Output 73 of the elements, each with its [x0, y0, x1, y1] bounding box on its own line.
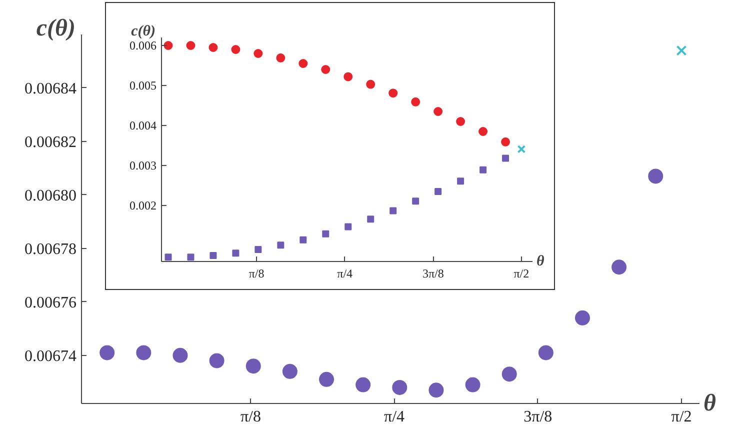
point — [648, 168, 664, 184]
point — [456, 117, 466, 126]
point — [276, 53, 286, 62]
point — [246, 358, 261, 374]
y-tick-label: 0.00682 — [24, 134, 76, 151]
point — [300, 236, 307, 244]
point — [502, 154, 510, 162]
y-tick-label: 0.004 — [130, 118, 156, 132]
x-tick-label: π/2 — [671, 408, 692, 426]
point — [465, 377, 480, 392]
y-tick-label: 0.002 — [130, 198, 156, 212]
point — [187, 254, 194, 261]
point — [321, 65, 330, 74]
point — [319, 372, 334, 387]
point — [344, 72, 353, 82]
point — [434, 107, 443, 116]
point — [356, 377, 371, 392]
point — [136, 345, 152, 360]
point — [480, 166, 487, 174]
point — [538, 345, 554, 360]
point — [574, 310, 590, 326]
x-tick-label: π/8 — [240, 408, 261, 426]
y-tick-label: 0.003 — [130, 158, 156, 172]
point — [478, 127, 488, 136]
x-tick-label: π/4 — [337, 266, 353, 280]
point — [434, 188, 442, 195]
point — [100, 345, 115, 360]
point — [501, 137, 510, 146]
point — [322, 230, 330, 238]
point — [231, 45, 240, 54]
y-tick-label: 0.00676 — [24, 294, 76, 312]
point — [254, 246, 262, 253]
point — [612, 260, 627, 275]
point — [282, 364, 298, 379]
y-axis-title: c(θ) — [36, 16, 76, 42]
y-tick-label: 0.00674 — [24, 348, 76, 365]
y-tick-label: 0.00680 — [24, 187, 76, 204]
x-axis-title: θ — [536, 254, 544, 270]
point — [388, 88, 398, 98]
point — [277, 242, 284, 249]
point — [344, 223, 352, 230]
x-tick-label: π/8 — [248, 266, 264, 280]
point — [232, 250, 240, 257]
point — [457, 178, 464, 185]
x-tick-label: 3π/8 — [422, 266, 444, 280]
point — [209, 353, 224, 368]
y-tick-label: 0.00684 — [24, 80, 76, 98]
point — [392, 380, 408, 395]
point — [210, 252, 217, 259]
point — [366, 80, 376, 89]
point — [412, 198, 420, 205]
point — [254, 49, 263, 58]
y-axis-title: c(θ) — [131, 24, 156, 40]
point — [367, 216, 374, 223]
point — [502, 366, 517, 382]
point — [164, 41, 173, 50]
point — [390, 207, 397, 214]
y-tick-label: 0.005 — [130, 78, 156, 92]
point — [676, 45, 687, 56]
x-tick-label: 3π/8 — [524, 408, 552, 426]
x-axis-title: θ — [704, 390, 716, 416]
point — [411, 97, 420, 106]
point — [172, 348, 188, 363]
point — [298, 59, 308, 68]
y-tick-label: 0.006 — [130, 38, 156, 52]
x-tick-label: π/2 — [514, 266, 530, 280]
x-tick-label: π/4 — [384, 408, 405, 426]
point — [164, 254, 172, 261]
point — [428, 382, 444, 398]
point — [208, 43, 218, 52]
point — [517, 144, 526, 154]
y-tick-label: 0.00678 — [24, 240, 76, 258]
point — [186, 41, 196, 50]
